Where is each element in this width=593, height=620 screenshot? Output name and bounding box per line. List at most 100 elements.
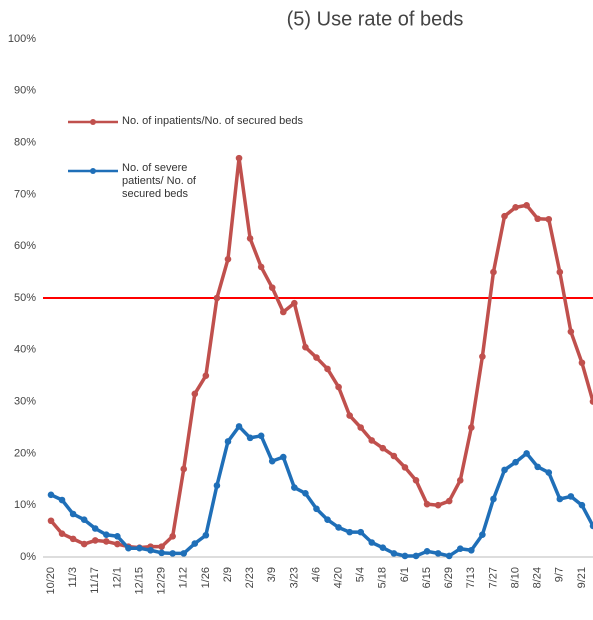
- data-point: [235, 154, 243, 162]
- data-point: [490, 495, 497, 503]
- data-point: [180, 465, 188, 473]
- data-point: [479, 353, 486, 360]
- data-point: [589, 398, 593, 405]
- data-point: [291, 299, 298, 307]
- data-point: [423, 548, 431, 555]
- x-tick-label: 7/13: [465, 567, 477, 588]
- data-point: [213, 294, 221, 302]
- data-point: [578, 501, 586, 509]
- data-point: [291, 484, 298, 491]
- y-tick-label: 100%: [8, 33, 36, 45]
- data-point: [324, 516, 331, 524]
- data-point: [445, 497, 453, 505]
- data-point: [169, 550, 176, 557]
- data-point: [279, 453, 287, 461]
- x-tick-label: 8/10: [509, 567, 521, 588]
- data-point: [368, 539, 376, 546]
- data-point: [136, 544, 143, 552]
- series-line: [50, 424, 593, 558]
- x-tick-label: 10/20: [45, 567, 57, 595]
- data-point: [368, 437, 376, 444]
- x-tick-label: 6/29: [443, 567, 455, 588]
- data-point: [158, 549, 165, 557]
- data-point: [379, 444, 387, 452]
- data-point: [91, 537, 99, 544]
- data-point: [224, 255, 232, 263]
- x-tick-label: 5/18: [377, 567, 389, 588]
- x-tick-label: 1/26: [200, 567, 212, 588]
- data-point: [47, 517, 55, 525]
- data-point: [69, 535, 77, 543]
- data-point: [534, 215, 541, 223]
- data-point: [468, 424, 475, 431]
- y-tick-label: 80%: [14, 137, 36, 149]
- data-point: [58, 530, 66, 537]
- x-tick-label: 8/24: [532, 567, 544, 588]
- x-tick-label: 3/9: [266, 567, 278, 582]
- data-point: [246, 235, 254, 242]
- data-point: [512, 458, 519, 466]
- data-point: [578, 359, 586, 367]
- data-point: [346, 528, 353, 536]
- data-point: [434, 550, 442, 557]
- data-point: [246, 434, 254, 442]
- data-point: [313, 354, 320, 361]
- data-point: [401, 552, 409, 560]
- data-point: [224, 438, 232, 445]
- data-point: [80, 540, 88, 548]
- data-point: [445, 552, 453, 560]
- data-point: [423, 500, 431, 508]
- legend-label: No. of inpatients/No. of secured beds: [122, 115, 303, 127]
- data-point: [302, 489, 309, 497]
- data-point: [302, 343, 309, 351]
- data-point: [169, 532, 176, 540]
- data-point: [479, 531, 486, 539]
- data-point: [202, 372, 210, 380]
- x-tick-label: 6/1: [399, 567, 411, 582]
- data-point: [412, 552, 420, 560]
- x-tick-label: 11/17: [89, 567, 101, 594]
- x-tick-label: 9/21: [576, 567, 588, 588]
- data-point: [114, 540, 121, 548]
- legend-label: No. of severe patients/ No. of secured b…: [122, 162, 196, 200]
- y-tick-label: 60%: [14, 240, 36, 252]
- data-point: [58, 496, 66, 504]
- x-tick-label: 2/9: [222, 567, 234, 582]
- data-point: [279, 308, 287, 316]
- data-point: [412, 477, 420, 484]
- data-point: [335, 524, 342, 531]
- data-point: [357, 424, 365, 431]
- data-point: [158, 543, 165, 550]
- x-tick-label: 11/3: [67, 567, 79, 588]
- data-point: [125, 544, 132, 552]
- data-point: [268, 457, 276, 465]
- data-point: [103, 531, 110, 539]
- x-tick-label: 2/23: [244, 567, 256, 588]
- x-tick-label: 9/7: [554, 567, 566, 582]
- data-point: [335, 383, 342, 391]
- data-point: [512, 204, 519, 211]
- x-tick-label: 3/23: [288, 567, 300, 588]
- data-point: [490, 268, 497, 276]
- y-tick-label: 20%: [14, 447, 36, 459]
- y-tick-label: 30%: [14, 396, 36, 408]
- y-tick-label: 0%: [20, 551, 36, 563]
- x-tick-label: 5/4: [355, 567, 367, 582]
- data-point: [324, 365, 331, 373]
- data-point: [390, 452, 398, 460]
- data-point: [401, 464, 409, 471]
- y-tick-label: 70%: [14, 188, 36, 200]
- y-tick-label: 90%: [14, 85, 36, 97]
- data-point: [103, 538, 110, 545]
- data-point: [91, 525, 99, 532]
- data-point: [456, 477, 464, 484]
- data-point: [213, 482, 221, 489]
- legend-marker: [90, 168, 96, 174]
- data-point: [357, 528, 365, 536]
- y-tick-label: 50%: [14, 292, 36, 304]
- data-point: [47, 491, 55, 499]
- data-point: [567, 493, 575, 500]
- chart-title: (5) Use rate of beds: [287, 8, 464, 30]
- data-point: [69, 510, 77, 518]
